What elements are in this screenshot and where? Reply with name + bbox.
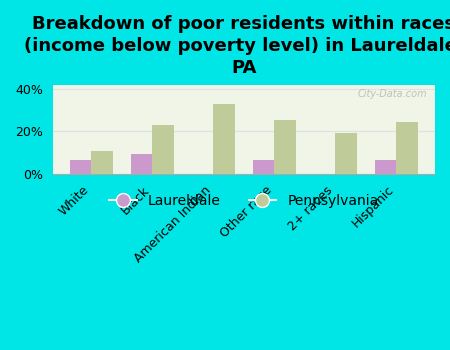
Bar	[396, 122, 418, 174]
Bar	[131, 154, 152, 174]
Bar	[375, 160, 396, 174]
Bar	[274, 120, 296, 174]
Title: Breakdown of poor residents within races
(income below poverty level) in Laureld: Breakdown of poor residents within races…	[24, 15, 450, 77]
Bar	[335, 133, 357, 174]
Bar	[152, 125, 174, 174]
Bar	[253, 160, 274, 174]
Legend: Laureldale, Pennsylvania: Laureldale, Pennsylvania	[104, 188, 384, 213]
Text: City-Data.com: City-Data.com	[358, 89, 427, 99]
Bar	[70, 160, 91, 174]
Bar	[91, 152, 112, 174]
Bar	[213, 104, 234, 174]
